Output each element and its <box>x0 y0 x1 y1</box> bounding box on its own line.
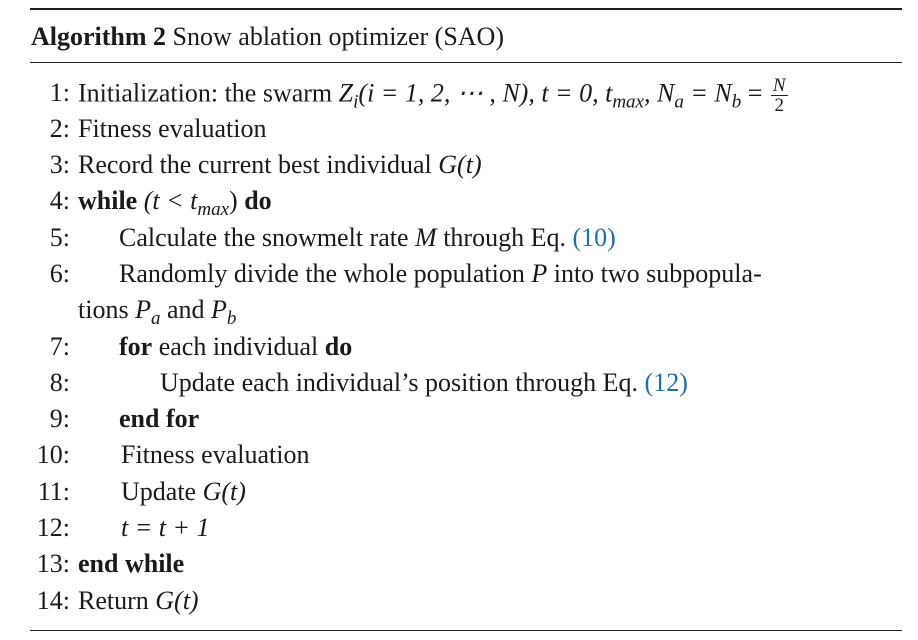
algorithm-label: Algorithm 2 <box>31 22 167 51</box>
line-number: 13: <box>36 549 70 578</box>
equation-link[interactable]: (12) <box>644 368 688 397</box>
line-text: Return G(t) <box>78 586 199 615</box>
equation-link[interactable]: (10) <box>572 223 616 252</box>
line-text: Initialization: the swarm Zi(i = 1, 2, ⋯… <box>78 75 788 116</box>
line-number: 8: <box>49 368 70 397</box>
line-number: 9: <box>49 404 70 433</box>
algorithm-caption: Algorithm 2 Snow ablation optimizer (SAO… <box>31 22 504 52</box>
line-text: end for <box>119 404 200 433</box>
line-text: for each individual do <box>119 332 353 361</box>
line-text: Fitness evaluation <box>121 440 310 469</box>
line-number: 1: <box>49 78 70 107</box>
line-number: 11: <box>37 477 70 506</box>
line-number: 12: <box>36 513 70 542</box>
line-number: 6: <box>49 259 70 288</box>
line-number: 5: <box>49 223 70 252</box>
line-text: Record the current best individual G(t) <box>78 150 482 179</box>
line-text: end while <box>78 549 185 578</box>
line-number: 14: <box>36 586 70 615</box>
line-text: while (t < tmax) do <box>78 186 272 220</box>
line-text: Fitness evaluation <box>78 114 267 143</box>
bottom-rule <box>30 630 902 631</box>
line-number: 4: <box>49 186 70 215</box>
line-text: Randomly divide the whole population P i… <box>119 259 762 288</box>
line-text: tions Pa and Pb <box>78 295 237 329</box>
line-number: 10: <box>36 440 70 469</box>
line-number: 3: <box>49 150 70 179</box>
line-text: Update each individual’s position throug… <box>160 368 688 397</box>
top-rule <box>30 8 902 10</box>
line-text: Calculate the snowmelt rate M through Eq… <box>119 223 616 252</box>
line-text: Update G(t) <box>121 477 246 506</box>
line-number: 2: <box>49 114 70 143</box>
caption-rule <box>30 62 902 63</box>
line-text: t = t + 1 <box>121 513 210 542</box>
algorithm-title: Snow ablation optimizer (SAO) <box>172 22 504 51</box>
line-number: 7: <box>49 332 70 361</box>
